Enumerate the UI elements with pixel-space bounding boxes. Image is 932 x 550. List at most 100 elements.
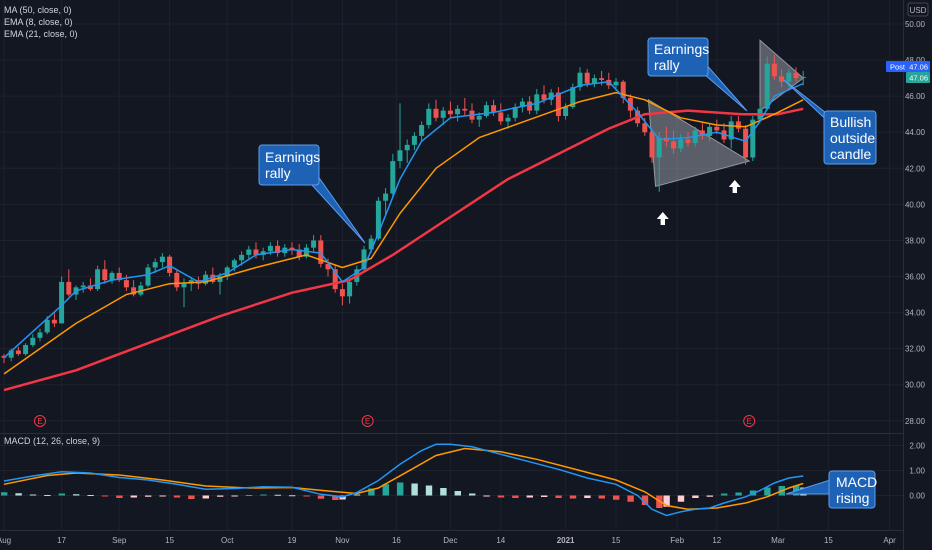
legend-ma50[interactable]: MA (50, close, 0) — [4, 5, 72, 15]
callout-earnings-rally-2[interactable]: Earnings rally — [647, 37, 748, 112]
histogram-bar — [245, 495, 253, 496]
time-tick-label: Dec — [443, 536, 457, 545]
histogram-bar — [289, 495, 296, 497]
time-tick-label: Nov — [335, 536, 349, 545]
candle-body — [361, 249, 367, 270]
callout-macd-rising[interactable]: MACD rising — [785, 470, 877, 509]
candle-body — [44, 319, 50, 333]
candle-body — [224, 267, 230, 277]
histogram-bar — [58, 493, 65, 496]
candle-body — [347, 281, 353, 297]
currency-box[interactable] — [907, 2, 929, 17]
price-tick-label: 44.00 — [905, 128, 926, 137]
histogram-bar — [411, 483, 418, 496]
histogram-bar — [469, 493, 476, 496]
candle-body — [433, 108, 439, 118]
candle-body — [102, 269, 108, 281]
moving-average-lines — [3, 80, 804, 392]
price-tick-label: 34.00 — [905, 309, 926, 318]
histogram-bar — [332, 495, 339, 500]
candle-body — [253, 249, 259, 255]
candle-body — [793, 72, 799, 79]
candle-body — [109, 272, 115, 281]
candle-body — [563, 106, 569, 117]
post-tag-value: 47.06 — [909, 63, 928, 72]
candle-body — [296, 249, 302, 257]
histogram-bar — [116, 495, 123, 498]
candle-body — [613, 81, 619, 86]
histogram-bar — [101, 495, 109, 497]
candle-body — [764, 63, 770, 109]
candle-body — [325, 263, 331, 270]
time-tick-label: Mar — [771, 536, 785, 545]
price-tick-label: 32.00 — [905, 345, 926, 354]
histogram-bar — [1, 492, 8, 496]
macd-tick-label: 1.00 — [909, 467, 925, 476]
time-tick-label: 2021 — [557, 536, 575, 545]
post-price-tag: Post 47.06 — [886, 61, 930, 72]
histogram-bar — [764, 487, 771, 496]
candle-body — [59, 281, 65, 324]
post-tag-label: Post — [890, 63, 906, 72]
candle-body — [462, 108, 468, 111]
candle-body — [786, 72, 792, 82]
histogram-bar — [440, 488, 447, 496]
candle-body — [217, 276, 223, 282]
callout-macd-line1: MACD — [836, 474, 877, 490]
histogram-bar — [397, 482, 404, 496]
price-tick-label: 42.00 — [905, 164, 926, 173]
candle-body — [620, 81, 626, 98]
histogram-bar — [526, 495, 533, 498]
histogram-bar — [541, 495, 548, 497]
candle-body — [138, 285, 144, 295]
candle-body — [131, 287, 137, 295]
legend-ema8[interactable]: EMA (8, close, 0) — [4, 17, 73, 27]
macd-tick-label: 2.00 — [909, 442, 925, 451]
candle-body — [167, 256, 173, 273]
candle-body — [210, 274, 216, 282]
candle-body — [318, 240, 324, 264]
candle-body — [548, 92, 554, 100]
candle-body — [678, 139, 684, 149]
candle-body — [246, 249, 252, 255]
callout-earnings-rally-1[interactable]: Earnings rally — [258, 144, 366, 244]
candle-body — [743, 128, 749, 158]
candle-body — [599, 78, 605, 80]
histogram-bar — [188, 495, 195, 499]
time-tick-label: 17 — [57, 536, 66, 545]
candle-body — [289, 247, 295, 250]
candle-body — [476, 116, 482, 120]
candle-body — [771, 63, 777, 77]
time-tick-label: 15 — [824, 536, 833, 545]
candle-body — [591, 78, 597, 84]
candle-body — [390, 161, 396, 194]
histogram-bar — [260, 494, 267, 496]
macd-tick-label: 0.00 — [909, 492, 925, 501]
histogram-bar — [641, 495, 649, 505]
candle-body — [311, 240, 317, 248]
price-tick-label: 30.00 — [905, 381, 926, 390]
callout-bullish-outside-candle[interactable]: Bullish outside candle — [783, 79, 877, 165]
candle-body — [498, 112, 504, 122]
earnings-marker — [743, 415, 756, 427]
candle-body — [231, 260, 237, 268]
candle-body — [519, 101, 525, 107]
histogram-bar — [202, 495, 209, 499]
earnings-marker — [34, 415, 46, 427]
time-tick-label: 19 — [288, 536, 297, 545]
candle-body — [95, 269, 101, 290]
last-price-tag: 47.06 — [906, 72, 930, 83]
candle-body — [671, 141, 677, 149]
histogram-bar — [512, 495, 519, 498]
macd-signal-line — [3, 447, 804, 511]
candle-body — [303, 247, 309, 257]
last-price-value: 47.06 — [909, 74, 928, 83]
earnings-marker-label: E — [747, 417, 752, 426]
legend-ema21[interactable]: EMA (21, close, 0) — [4, 29, 78, 39]
legend-macd[interactable]: MACD (12, 26, close, 9) — [4, 436, 100, 446]
earnings-marker — [361, 415, 374, 427]
